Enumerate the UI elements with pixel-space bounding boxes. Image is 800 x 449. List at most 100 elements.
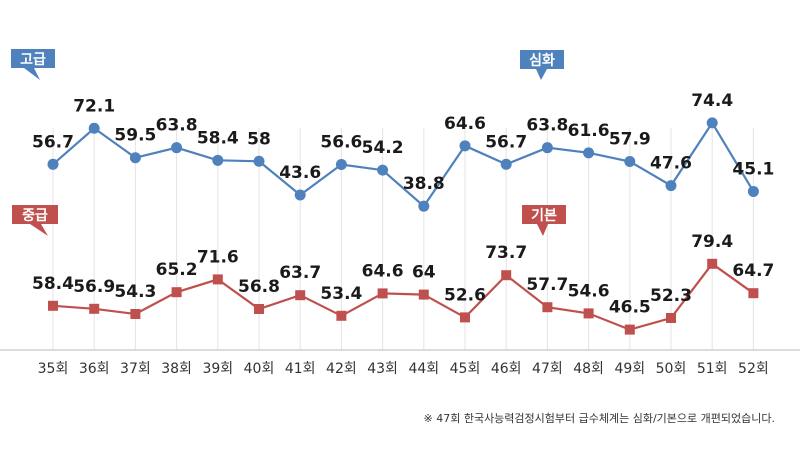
data-point (212, 274, 223, 285)
x-tick-label: 37회 (120, 361, 151, 377)
tag-deep-label: 심화 (529, 53, 555, 69)
data-point (253, 155, 265, 167)
data-point (48, 300, 58, 311)
data-point (583, 308, 594, 319)
data-point (294, 189, 306, 201)
data-label: 56.7 (32, 132, 74, 152)
data-point (171, 142, 183, 154)
data-point (624, 324, 635, 335)
data-label: 58.4 (32, 274, 74, 294)
x-tick-label: 46회 (491, 361, 522, 377)
data-label: 46.5 (609, 298, 651, 318)
data-label: 71.6 (197, 247, 239, 267)
data-point (335, 159, 347, 171)
x-tick-label: 43회 (367, 361, 398, 377)
data-label: 54.6 (568, 281, 610, 301)
data-label: 64.6 (362, 261, 404, 281)
x-tick-label: 50회 (656, 361, 687, 377)
x-tick-label: 42회 (326, 361, 357, 377)
data-point (666, 313, 676, 323)
data-label: 38.8 (403, 174, 445, 194)
data-point (541, 142, 553, 154)
data-label: 58 (247, 129, 271, 149)
x-tick-label: 47회 (532, 361, 563, 377)
data-label: 63.8 (156, 116, 198, 136)
data-label: 54.3 (114, 282, 156, 302)
data-label: 64.7 (732, 261, 774, 281)
data-label: 65.2 (156, 260, 198, 280)
series-line (52, 120, 755, 208)
data-label: 52.3 (650, 286, 692, 306)
series-line (52, 262, 755, 331)
data-point (747, 185, 759, 197)
data-label: 59.5 (114, 126, 156, 146)
data-label: 52.6 (444, 285, 486, 305)
x-tick-label: 38회 (161, 361, 192, 377)
data-point (418, 289, 429, 300)
data-label: 74.4 (691, 91, 733, 111)
data-point (500, 158, 512, 170)
x-tick-label: 41회 (285, 361, 316, 377)
data-point (212, 154, 224, 166)
data-label: 56.9 (73, 277, 115, 297)
data-point (88, 122, 100, 134)
x-tick-label: 44회 (408, 361, 439, 377)
data-label: 43.6 (279, 163, 321, 183)
data-label: 56.6 (320, 133, 362, 153)
x-tick-label: 51회 (697, 361, 728, 377)
x-tick-label: 35회 (38, 361, 69, 377)
data-point (377, 288, 388, 299)
data-point (542, 302, 553, 313)
footnote: ※ 47회 한국사능력검정시험부터 급수체계는 심화/기본으로 개편되었습니다. (424, 412, 776, 425)
data-label: 58.4 (197, 128, 239, 148)
tag-advanced-label: 고급 (20, 52, 46, 68)
tag-basic-label: 기본 (531, 208, 557, 224)
tag-intermediate: 중급 (12, 205, 58, 236)
data-point (47, 158, 59, 170)
data-label: 54.2 (362, 138, 404, 158)
x-tick-label: 36회 (79, 361, 110, 377)
data-point (130, 309, 141, 319)
data-label: 72.1 (73, 96, 115, 116)
data-label: 64 (412, 263, 436, 283)
data-point (665, 180, 677, 192)
data-label: 63.8 (526, 116, 568, 136)
data-label: 56.8 (238, 277, 280, 297)
x-tick-label: 39회 (202, 361, 233, 377)
data-label: 79.4 (691, 232, 733, 252)
x-tick-label: 40회 (244, 361, 275, 377)
data-label: 73.7 (485, 243, 527, 263)
tag-deep: 심화 (520, 50, 564, 80)
data-label: 64.6 (444, 114, 486, 134)
data-point (624, 155, 636, 167)
data-point (418, 200, 430, 212)
tag-intermediate-label: 중급 (22, 208, 48, 224)
data-point (171, 287, 182, 298)
data-point (129, 152, 141, 164)
data-point (706, 117, 718, 129)
data-label: 57.7 (526, 275, 568, 295)
tag-advanced: 고급 (11, 49, 55, 80)
data-point (707, 258, 718, 269)
x-axis-ticks: 35회 36회 37회 38회 39회 40회 41회 42회 43회 44회 45회 46회 47회 4… (38, 361, 769, 377)
x-tick-label: 48회 (573, 361, 604, 377)
data-point (336, 310, 347, 321)
x-tick-label: 45회 (450, 361, 481, 377)
data-label: 45.1 (732, 159, 774, 179)
data-label: 56.7 (485, 132, 527, 152)
data-point (460, 312, 470, 323)
data-point (89, 303, 100, 314)
data-point (748, 288, 759, 299)
data-point (459, 140, 471, 152)
data-label: 63.7 (279, 263, 321, 283)
data-label: 61.6 (568, 121, 610, 141)
data-point (501, 270, 512, 281)
data-point (295, 290, 306, 301)
data-label: 53.4 (320, 284, 362, 304)
tag-basic: 기본 (522, 205, 566, 236)
data-point (254, 304, 264, 314)
x-tick-label: 49회 (614, 361, 645, 377)
x-tick-label: 52회 (738, 361, 769, 377)
